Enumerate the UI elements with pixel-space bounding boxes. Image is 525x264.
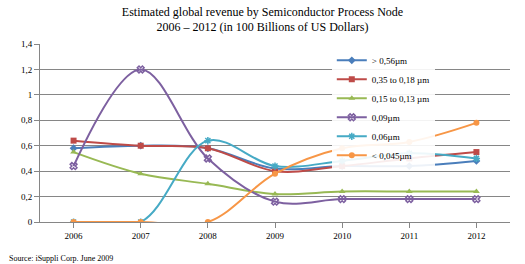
svg-text:Estimated global revenue by Se: Estimated global revenue by Semiconducto… — [122, 5, 403, 35]
svg-text:2010: 2010 — [333, 231, 352, 241]
svg-text:1: 1 — [28, 90, 33, 100]
svg-text:0,4: 0,4 — [21, 166, 33, 176]
svg-text:1,4: 1,4 — [21, 39, 33, 49]
svg-text:0,8: 0,8 — [21, 115, 33, 125]
svg-text:2007: 2007 — [132, 231, 151, 241]
svg-text:0,09µm: 0,09µm — [372, 113, 400, 123]
svg-text:Source: iSuppli Corp. June 200: Source: iSuppli Corp. June 2009 — [9, 254, 113, 263]
svg-text:2006: 2006 — [65, 231, 84, 241]
svg-text:2009: 2009 — [266, 231, 285, 241]
svg-text:0: 0 — [28, 217, 33, 227]
svg-text:2008: 2008 — [199, 231, 218, 241]
svg-text:0,6: 0,6 — [21, 141, 33, 151]
svg-text:> 0,56µm: > 0,56µm — [372, 56, 407, 66]
svg-text:< 0,045µm: < 0,045µm — [372, 151, 412, 161]
svg-text:1,2: 1,2 — [21, 65, 32, 75]
svg-text:0,06µm: 0,06µm — [372, 132, 400, 142]
svg-text:2012: 2012 — [467, 231, 485, 241]
svg-text:2011: 2011 — [400, 231, 418, 241]
svg-text:0,35 to 0,18 µm: 0,35 to 0,18 µm — [372, 75, 429, 85]
svg-text:0,15 to 0,13 µm: 0,15 to 0,13 µm — [372, 94, 429, 104]
svg-text:0,2: 0,2 — [21, 192, 32, 202]
